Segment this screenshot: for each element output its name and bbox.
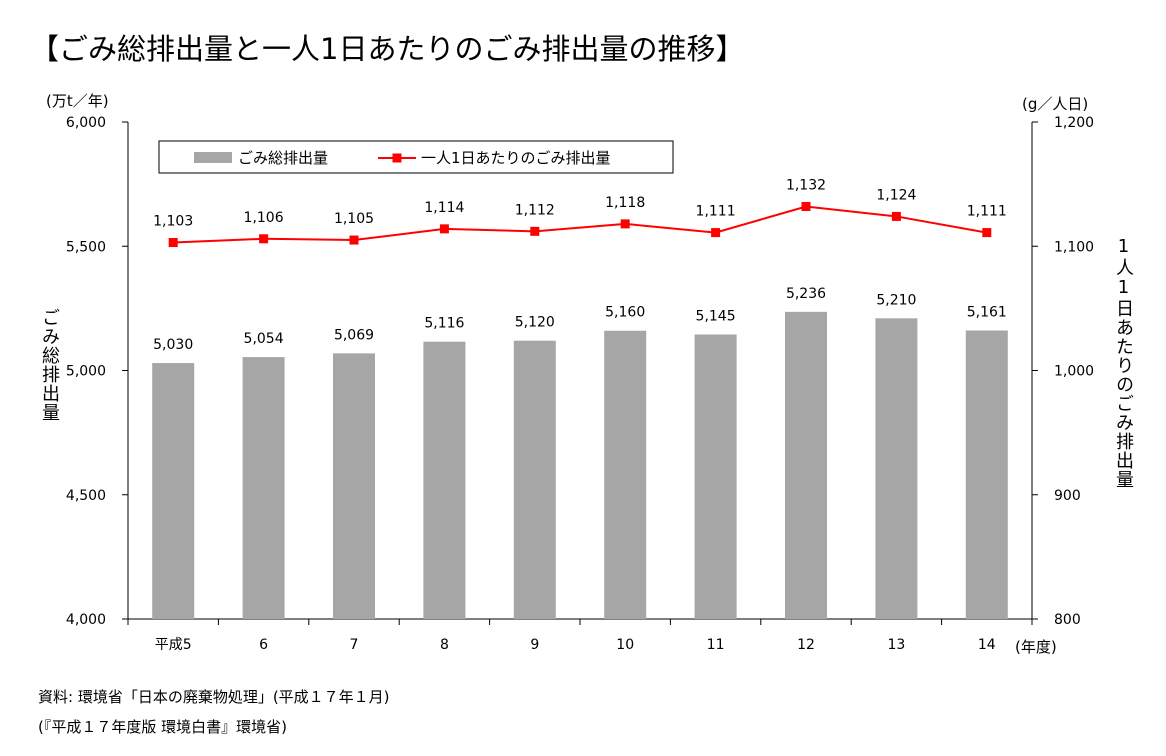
left-axis-unit: (万t／年): [46, 92, 109, 110]
legend-swatch-bar: [194, 152, 232, 163]
source-line-1: 資料: 環境省「日本の廃棄物処理」(平成１７年１月): [38, 688, 390, 706]
bar: [965, 330, 1008, 619]
chart-title: 【ごみ総排出量と一人1日あたりのごみ排出量の推移】: [30, 32, 745, 66]
line-value-label: 1,105: [334, 211, 374, 227]
bar-value-label: 5,145: [696, 308, 736, 324]
line-point: [168, 238, 178, 248]
line-point: [530, 226, 540, 236]
line-value-label: 1,111: [696, 204, 736, 220]
right-tick-label: 1,000: [1054, 364, 1094, 380]
bar-value-label: 5,116: [424, 316, 464, 332]
line-value-label: 1,111: [967, 204, 1007, 220]
bar: [152, 363, 195, 619]
x-tick-label: 6: [259, 637, 268, 653]
bar-value-label: 5,236: [786, 286, 826, 302]
right-tick-label: 1,100: [1054, 239, 1094, 255]
left-tick-label: 4,000: [66, 612, 106, 628]
line-value-label: 1,118: [605, 195, 645, 211]
bar-value-label: 5,210: [876, 292, 916, 308]
bar-value-label: 5,069: [334, 327, 374, 343]
bar: [513, 340, 556, 619]
bar-value-label: 5,161: [967, 304, 1007, 320]
x-tick-label: 平成5: [155, 637, 192, 653]
line-value-label: 1,103: [153, 214, 193, 230]
line-value-label: 1,124: [876, 187, 916, 203]
line-point: [711, 228, 721, 238]
line-path: [173, 205, 987, 244]
line-point: [439, 224, 449, 234]
x-tick-label: 9: [530, 637, 539, 653]
line-point: [891, 211, 901, 221]
x-axis-unit: (年度): [1015, 638, 1057, 656]
legend: ごみ総排出量 一人1日あたりのごみ排出量: [158, 140, 674, 174]
axes: 4,000 4,500 5,000 5,500 6,000 800 900 1,000 1,10…: [66, 115, 1094, 653]
chart-canvas: 4,000 4,500 5,000 5,500 6,000 800 900 1,000 1,10…: [66, 115, 1094, 653]
left-tick-label: 4,500: [66, 488, 106, 504]
right-tick-label: 800: [1054, 612, 1081, 628]
line-point: [801, 201, 811, 211]
right-tick-label: 900: [1054, 488, 1081, 504]
bar-value-label: 5,120: [515, 315, 555, 331]
left-tick-label: 6,000: [66, 115, 106, 131]
right-tick-label: 1,200: [1054, 115, 1094, 131]
bar: [423, 341, 466, 619]
bar: [333, 353, 375, 619]
x-tick-label: 14: [978, 637, 996, 653]
line-point: [982, 228, 992, 238]
bar: [785, 311, 827, 619]
line-value-label: 1,114: [424, 200, 464, 216]
legend-swatch-marker: [392, 153, 402, 163]
left-tick-label: 5,500: [66, 239, 106, 255]
line-point: [259, 234, 269, 244]
bar-value-label: 5,030: [153, 337, 193, 353]
line-point: [349, 235, 359, 245]
bar: [694, 334, 737, 619]
x-tick-label: 10: [616, 637, 634, 653]
left-tick-label: 5,000: [66, 364, 106, 380]
x-tick-label: 13: [887, 637, 905, 653]
right-axis-label: 1人1日あたりのごみ排出量: [1113, 236, 1134, 489]
line-point: [620, 219, 630, 229]
bar-value-label: 5,160: [605, 305, 645, 321]
bar-value-label: 5,054: [244, 331, 284, 347]
bar: [242, 357, 285, 619]
data-labels: 5,030 5,054 5,069 5,116 5,120 5,160 5,145 5,236…: [153, 177, 1007, 353]
bar-series: [152, 311, 1008, 619]
bar: [604, 330, 647, 619]
x-tick-label: 12: [797, 637, 815, 653]
x-tick-label: 7: [350, 637, 359, 653]
left-axis-label: ごみ総排出量: [39, 308, 60, 422]
legend-label-bar: ごみ総排出量: [238, 149, 328, 167]
x-tick-label: 8: [440, 637, 449, 653]
line-value-label: 1,106: [244, 210, 284, 226]
line-series: [168, 201, 992, 248]
bar: [875, 318, 918, 619]
line-value-label: 1,112: [515, 202, 555, 218]
right-axis-unit: (g／人日): [1022, 95, 1089, 113]
x-tick-label: 11: [707, 637, 725, 653]
line-value-label: 1,132: [786, 177, 826, 193]
source-line-2: (『平成１７年度版 環境白書』環境省): [38, 718, 287, 736]
legend-label-line: 一人1日あたりのごみ排出量: [421, 149, 611, 167]
